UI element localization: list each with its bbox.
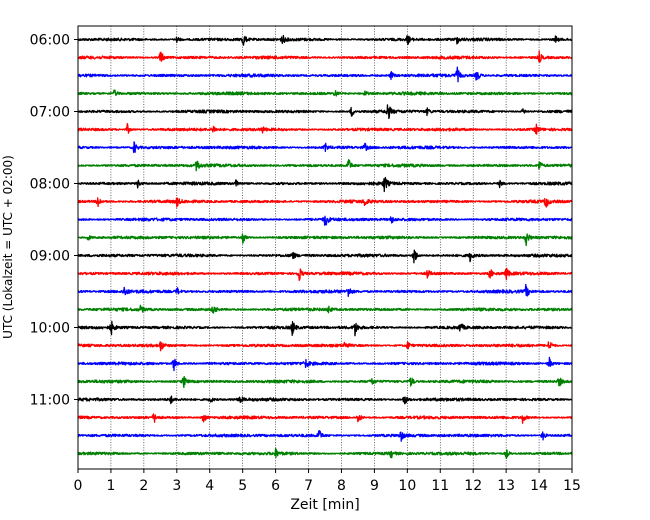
trace-group bbox=[77, 34, 573, 460]
x-tick-label: 2 bbox=[139, 478, 148, 494]
x-tick-label: 13 bbox=[497, 478, 515, 494]
trace-line bbox=[77, 197, 573, 208]
x-tick-label: 7 bbox=[304, 478, 313, 494]
y-axis-ticks: 06:00 07:00 08:00 09:00 10:00 11:00 bbox=[30, 33, 78, 409]
y-tick-label: 07:00 bbox=[30, 105, 70, 121]
trace-line bbox=[77, 356, 573, 372]
trace-line bbox=[77, 395, 573, 405]
grid-lines bbox=[110, 26, 540, 469]
trace-line bbox=[77, 104, 573, 120]
trace-line bbox=[77, 283, 573, 297]
x-tick-label: 12 bbox=[464, 478, 482, 494]
x-tick-label: 6 bbox=[271, 478, 280, 494]
x-tick-label: 15 bbox=[563, 478, 581, 494]
trace-line bbox=[77, 447, 573, 460]
trace-line bbox=[77, 123, 573, 135]
plot-area-background bbox=[78, 26, 572, 469]
trace-line bbox=[77, 341, 573, 352]
x-tick-label: 8 bbox=[337, 478, 346, 494]
x-axis-label: Zeit [min] bbox=[290, 497, 359, 513]
x-tick-label: 3 bbox=[172, 478, 181, 494]
trace-line bbox=[77, 429, 573, 442]
x-tick-label: 10 bbox=[398, 478, 416, 494]
trace-line bbox=[77, 141, 573, 154]
y-tick-label: 09:00 bbox=[30, 249, 70, 265]
x-tick-label: 1 bbox=[106, 478, 115, 494]
y-tick-label: 08:00 bbox=[30, 177, 70, 193]
trace-line bbox=[77, 413, 573, 424]
trace-line bbox=[77, 249, 573, 264]
x-tick-label: 9 bbox=[370, 478, 379, 494]
trace-line bbox=[77, 304, 573, 314]
trace-line bbox=[77, 320, 573, 337]
y-axis-label: UTC (Lokalzeit = UTC + 02:00) bbox=[1, 155, 15, 339]
trace-line bbox=[77, 89, 573, 97]
trace-line bbox=[77, 215, 573, 226]
x-tick-label: 0 bbox=[74, 478, 83, 494]
x-tick-label: 5 bbox=[238, 478, 247, 494]
x-tick-label: 11 bbox=[431, 478, 449, 494]
x-tick-label: 14 bbox=[530, 478, 548, 494]
y-tick-label: 06:00 bbox=[30, 33, 70, 49]
trace-line bbox=[77, 50, 573, 63]
trace-line bbox=[77, 159, 573, 172]
trace-line bbox=[77, 267, 573, 282]
x-axis-ticks: 0 1 2 3 4 5 6 7 8 9 10 11 12 13 14 15 bbox=[74, 469, 581, 494]
trace-line bbox=[77, 176, 573, 193]
plot-frame bbox=[77, 25, 573, 470]
x-tick-label: 4 bbox=[205, 478, 214, 494]
trace-line bbox=[77, 34, 573, 46]
trace-line bbox=[77, 233, 573, 247]
y-tick-label: 11:00 bbox=[30, 393, 70, 409]
trace-line bbox=[77, 375, 573, 389]
trace-line bbox=[77, 66, 573, 83]
y-tick-label: 10:00 bbox=[30, 321, 70, 337]
